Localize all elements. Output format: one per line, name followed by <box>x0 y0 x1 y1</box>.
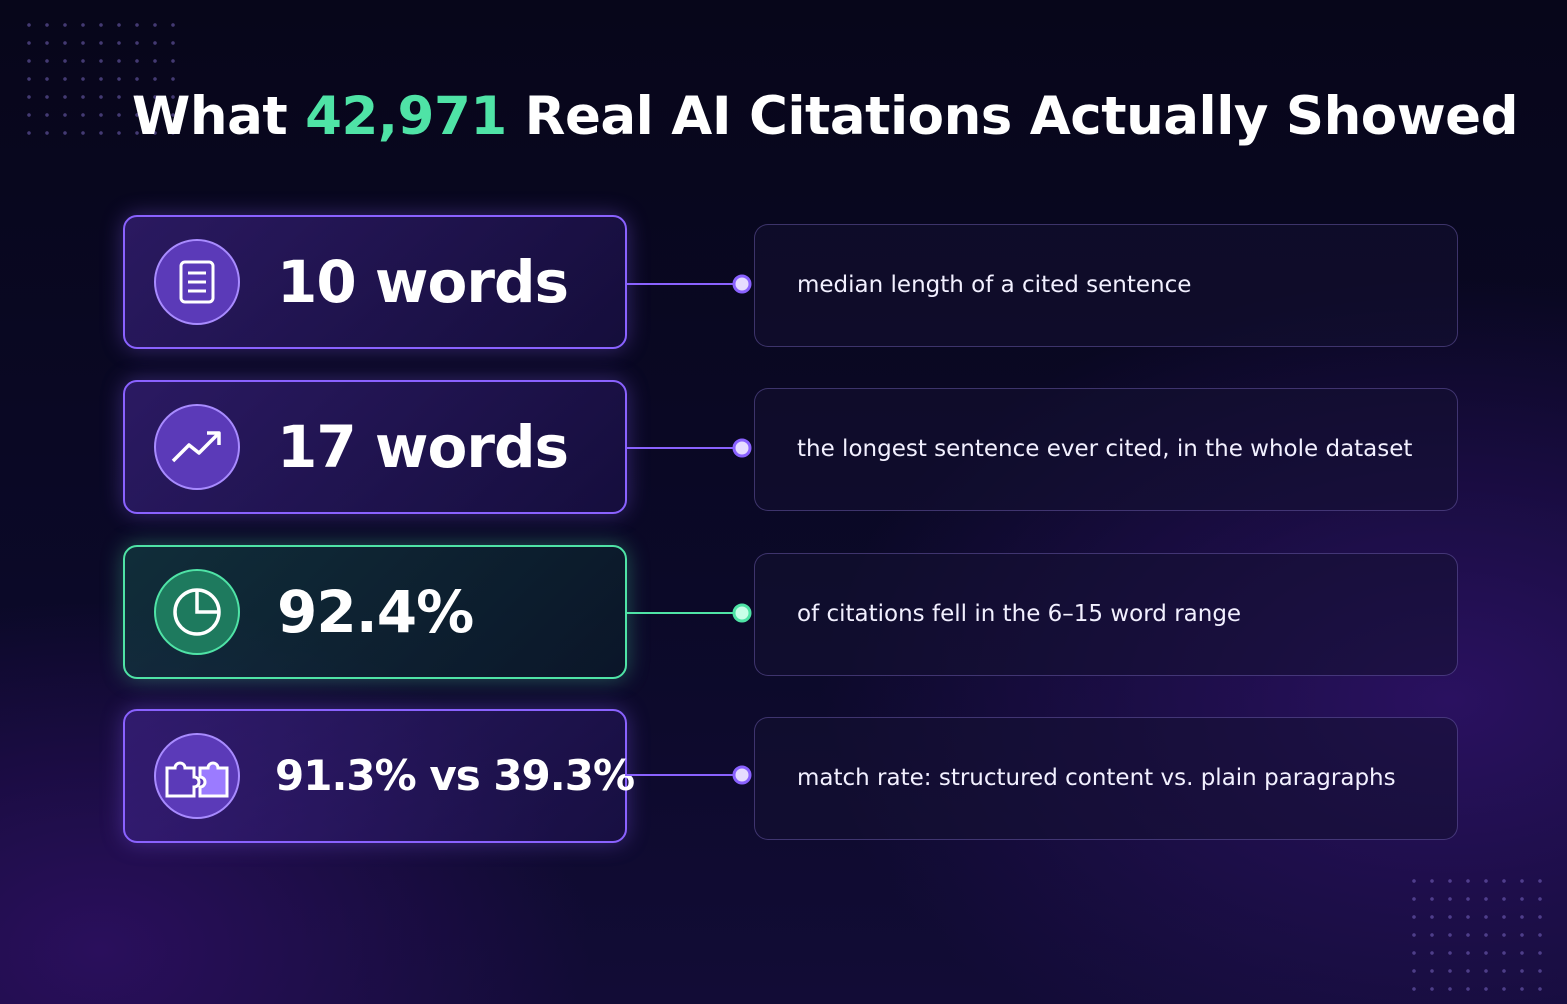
title: What 42,971 Real AI Citations Actually S… <box>0 86 1567 147</box>
description-card: median length of a cited sentence <box>754 224 1458 347</box>
description: median length of a cited sentence <box>797 272 1192 298</box>
stat-card: 17 words <box>123 380 627 514</box>
connector <box>625 603 752 623</box>
stat-value: 17 words <box>277 413 569 481</box>
description-card: match rate: structured content vs. plain… <box>754 717 1458 840</box>
title-text: What <box>131 86 288 147</box>
connector <box>625 274 752 294</box>
description: match rate: structured content vs. plain… <box>797 765 1396 791</box>
title-highlight: 42,971 <box>305 86 507 147</box>
document-icon <box>154 239 240 325</box>
stat-value: 10 words <box>277 248 569 316</box>
pie-icon <box>154 569 240 655</box>
title-text: Real AI Citations Actually Showed <box>524 86 1519 147</box>
stat-value: 92.4% <box>277 578 474 646</box>
connector <box>625 438 752 458</box>
puzzle-icon <box>154 733 240 819</box>
stat-value: 91.3% vs 39.3% <box>275 751 635 800</box>
description: the longest sentence ever cited, in the … <box>797 436 1413 462</box>
dot-pattern <box>1405 872 1545 992</box>
description-card: of citations fell in the 6–15 word range <box>754 553 1458 676</box>
dot-pattern <box>20 16 180 136</box>
stat-card: 92.4% <box>123 545 627 679</box>
trend-icon <box>154 404 240 490</box>
description-card: the longest sentence ever cited, in the … <box>754 388 1458 511</box>
stat-card: 91.3% vs 39.3% <box>123 709 635 843</box>
connector <box>625 765 752 785</box>
description: of citations fell in the 6–15 word range <box>797 601 1242 627</box>
stat-card: 10 words <box>123 215 627 349</box>
